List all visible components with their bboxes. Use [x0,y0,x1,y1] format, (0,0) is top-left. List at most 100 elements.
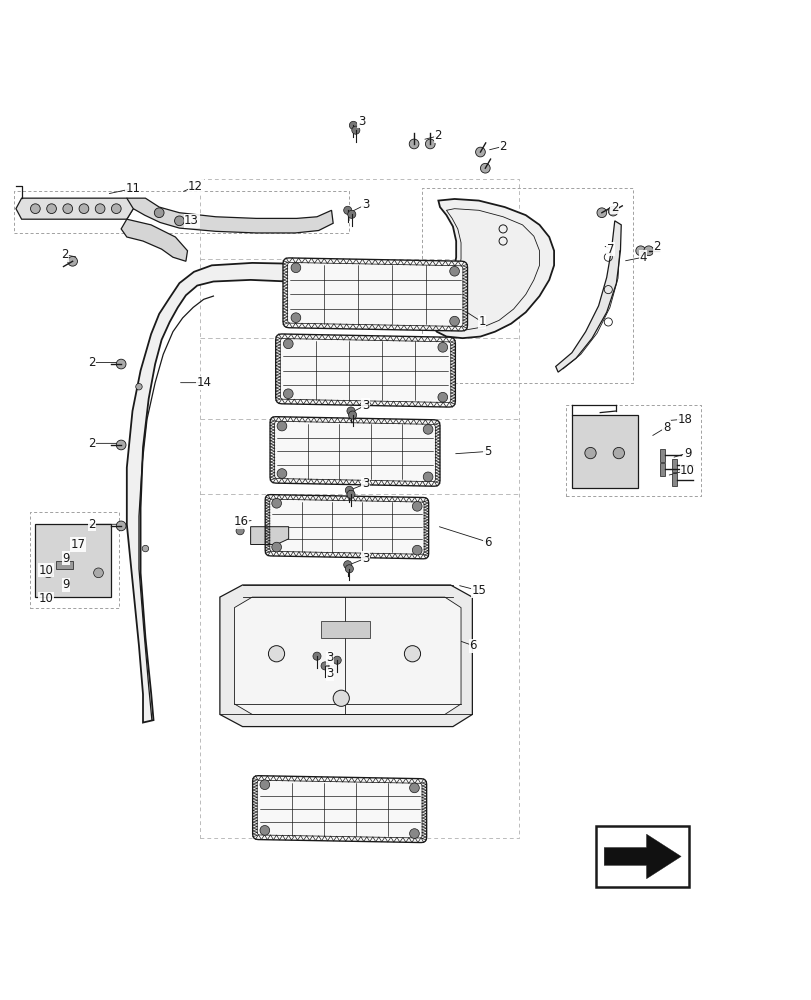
Circle shape [409,829,418,838]
Circle shape [437,342,447,352]
Circle shape [412,501,422,511]
Bar [595,826,689,887]
Text: 16: 16 [233,515,248,528]
Circle shape [67,256,77,266]
Circle shape [93,568,103,578]
Circle shape [290,263,300,273]
Text: 14: 14 [196,376,211,389]
Text: 8: 8 [662,421,669,434]
Bar [571,415,637,488]
Circle shape [425,139,435,149]
Circle shape [437,392,447,402]
Circle shape [260,826,269,835]
Text: 3: 3 [326,667,333,680]
Circle shape [347,210,355,218]
Bar [56,561,72,569]
Polygon shape [251,527,288,545]
Circle shape [116,359,126,369]
Text: 11: 11 [126,182,140,195]
Polygon shape [659,463,664,476]
Polygon shape [220,585,472,727]
Circle shape [277,421,286,431]
Circle shape [174,216,184,226]
Polygon shape [252,776,426,843]
Circle shape [116,521,126,531]
Circle shape [351,126,359,134]
Text: 2: 2 [652,240,660,253]
Circle shape [643,246,653,256]
Text: 2: 2 [61,248,68,261]
Circle shape [480,163,490,173]
Circle shape [111,204,121,214]
Circle shape [47,204,56,214]
Polygon shape [16,198,133,219]
Text: 9: 9 [62,552,70,565]
Polygon shape [127,198,333,233]
Text: 1: 1 [478,315,485,328]
Circle shape [423,472,432,482]
Text: 3: 3 [358,115,365,128]
Circle shape [236,527,244,535]
Bar [36,524,110,597]
Circle shape [333,656,341,664]
Circle shape [345,565,353,573]
Text: 6: 6 [483,536,491,549]
Polygon shape [276,334,455,407]
Polygon shape [672,459,676,472]
Circle shape [312,652,320,660]
Text: 15: 15 [471,584,486,597]
Text: 2: 2 [88,518,96,531]
Text: 17: 17 [71,538,86,551]
Polygon shape [659,449,664,462]
Polygon shape [283,258,467,331]
Text: 12: 12 [188,180,203,193]
Circle shape [272,498,281,508]
Circle shape [283,389,293,399]
Circle shape [348,411,356,419]
Circle shape [423,424,432,434]
Circle shape [345,486,353,494]
Text: 6: 6 [469,639,476,652]
Polygon shape [672,473,676,486]
Polygon shape [121,219,187,261]
Polygon shape [270,417,440,486]
Polygon shape [265,495,428,559]
Text: 7: 7 [607,243,614,256]
Text: 2: 2 [88,437,96,450]
Circle shape [44,568,53,578]
Text: 10: 10 [38,564,54,577]
Circle shape [343,206,351,214]
Circle shape [412,545,422,555]
Polygon shape [603,834,680,879]
Circle shape [612,447,624,459]
Circle shape [449,316,459,326]
Text: 3: 3 [362,198,369,211]
Text: 13: 13 [184,214,199,227]
Circle shape [116,440,126,450]
Text: 3: 3 [362,399,369,412]
Circle shape [95,204,105,214]
Circle shape [290,313,300,323]
Circle shape [142,545,148,552]
Text: 3: 3 [326,651,333,664]
Text: 3: 3 [362,477,369,490]
Circle shape [277,469,286,478]
Text: 10: 10 [680,464,694,477]
Text: 9: 9 [62,578,70,591]
Polygon shape [127,263,353,723]
Circle shape [272,542,281,552]
Circle shape [283,339,293,349]
Text: 2: 2 [434,129,441,142]
Polygon shape [555,221,620,372]
Text: 2: 2 [88,356,96,369]
Circle shape [343,561,351,569]
Circle shape [349,121,357,129]
Polygon shape [234,597,461,714]
Circle shape [31,204,41,214]
Text: 3: 3 [362,552,369,565]
Text: 18: 18 [677,413,692,426]
Circle shape [320,662,328,670]
Polygon shape [430,199,553,338]
Circle shape [409,783,418,793]
Circle shape [346,407,354,415]
